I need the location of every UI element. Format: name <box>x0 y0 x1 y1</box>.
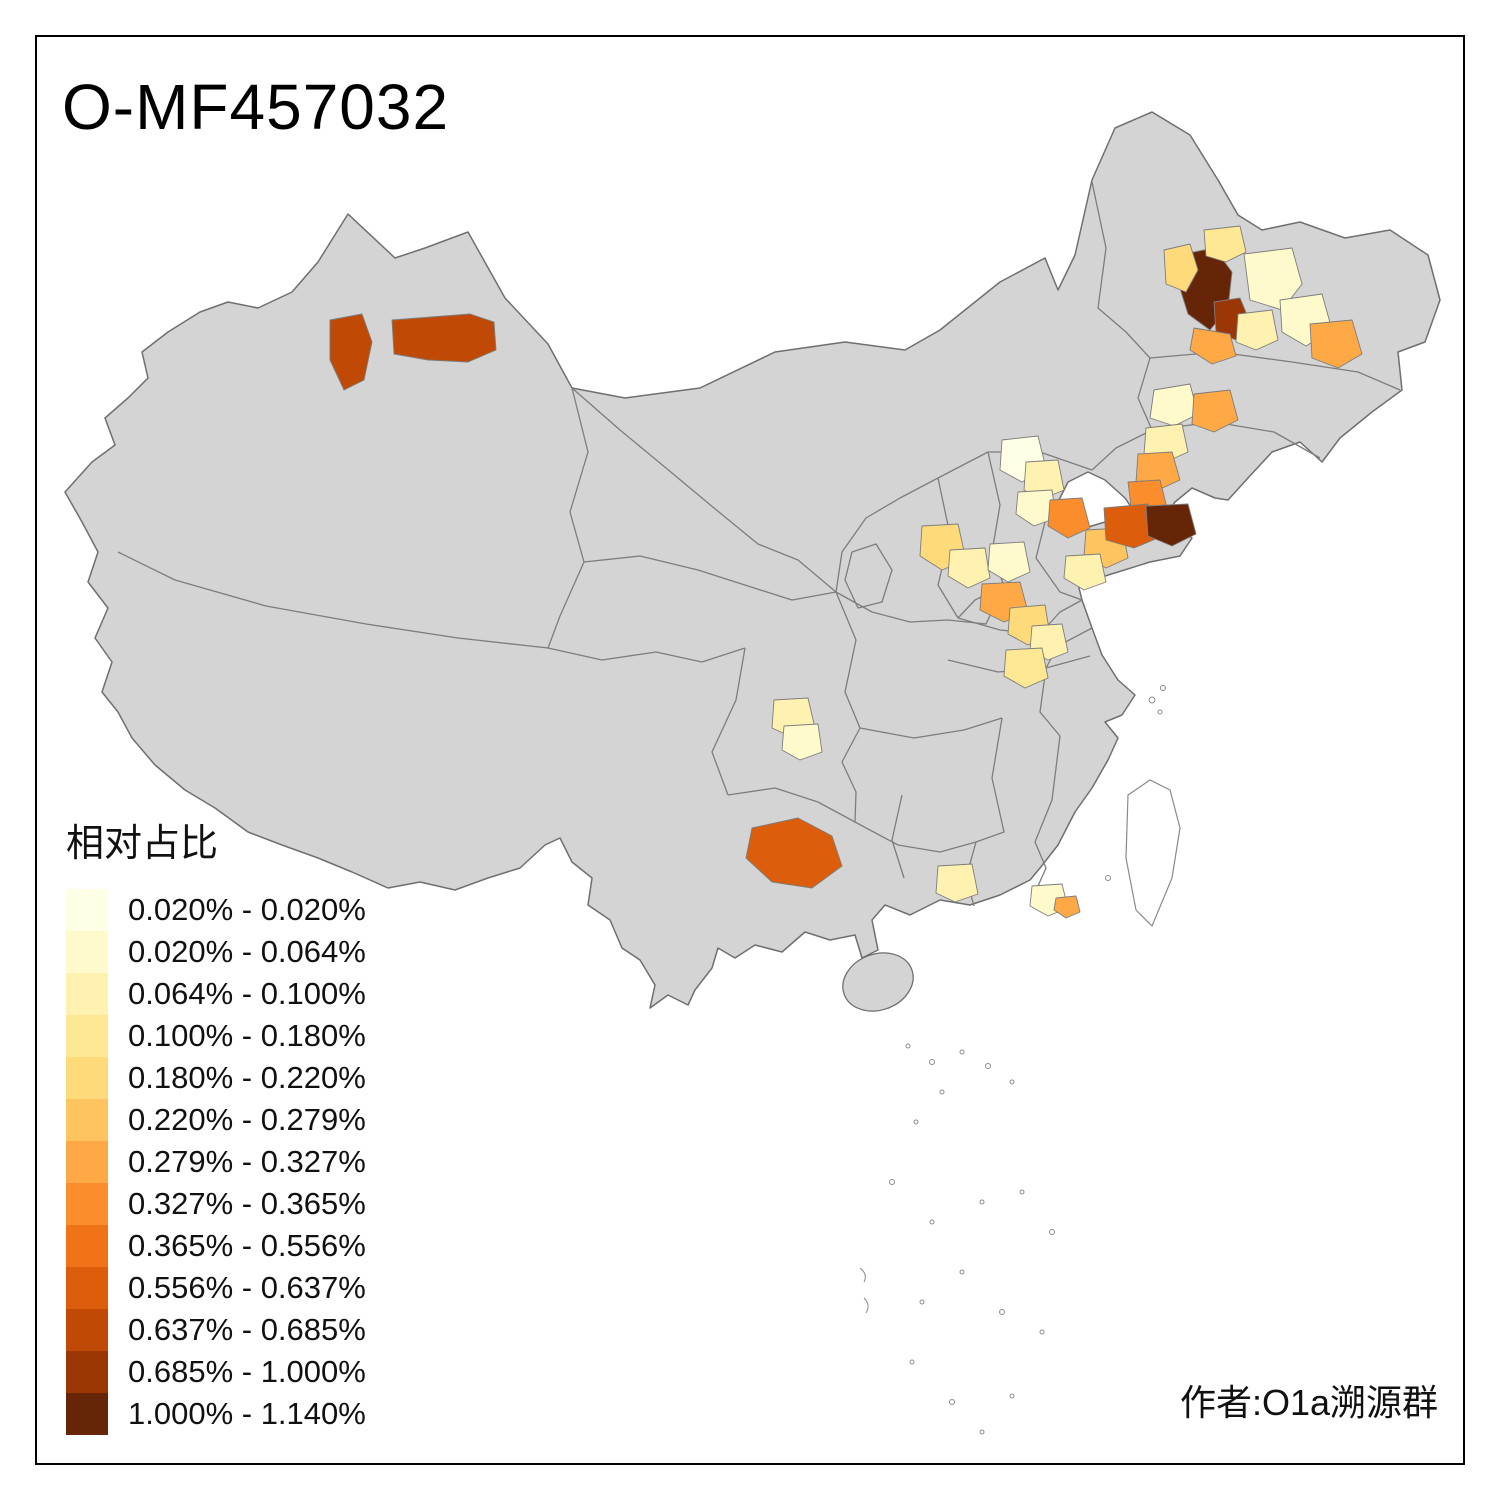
legend-row: 0.180% - 0.220% <box>66 1057 366 1099</box>
legend-label: 0.020% - 0.064% <box>128 934 366 969</box>
legend-row: 0.637% - 0.685% <box>66 1309 366 1351</box>
region-liaoning-pale <box>1143 423 1189 463</box>
legend-label: 0.556% - 0.637% <box>128 1270 366 1305</box>
legend-label: 0.365% - 0.556% <box>128 1228 366 1263</box>
legend-swatch <box>66 1057 108 1099</box>
legend-row: 0.327% - 0.365% <box>66 1183 366 1225</box>
legend-label: 0.220% - 0.279% <box>128 1102 366 1137</box>
figure-border <box>35 35 1465 1465</box>
legend-swatch <box>66 1141 108 1183</box>
region-heilongjiang-orange-e <box>1309 319 1363 369</box>
legend-row: 0.220% - 0.279% <box>66 1099 366 1141</box>
region-guangdong-orange <box>1053 895 1081 919</box>
legend-row: 0.020% - 0.020% <box>66 889 366 931</box>
region-shandong-pale <box>1063 553 1107 591</box>
legend-row: 0.685% - 1.000% <box>66 1351 366 1393</box>
legend-swatch <box>66 1267 108 1309</box>
legend-label: 0.685% - 1.000% <box>128 1354 366 1389</box>
legend-swatch <box>66 889 108 931</box>
attribution: 作者:O1a溯源群 <box>1179 1382 1438 1423</box>
taiwan-island <box>1125 779 1181 928</box>
legend-swatch <box>66 973 108 1015</box>
legend-row: 0.279% - 0.327% <box>66 1141 366 1183</box>
region-hebei-pale2 <box>1015 489 1057 527</box>
region-yunnan-red <box>745 817 843 889</box>
choropleth-regions <box>329 225 1363 919</box>
legend-title: 相对占比 <box>66 823 219 865</box>
sea-islands <box>859 685 1166 1435</box>
region-hebei-south-pale <box>987 541 1031 583</box>
legend-swatch <box>66 1015 108 1057</box>
page-title: O-MF457032 <box>62 71 450 143</box>
legend-label: 0.279% - 0.327% <box>128 1144 366 1179</box>
region-heilongjiang-orange <box>1189 327 1237 365</box>
region-xinjiang-east <box>391 313 497 363</box>
region-xinjiang-west <box>329 313 373 391</box>
region-shandong-red <box>1103 503 1159 549</box>
legend-swatch <box>66 1351 108 1393</box>
legend-swatch <box>66 931 108 973</box>
region-henan-yellow <box>1003 647 1049 689</box>
legend-swatch <box>66 1099 108 1141</box>
region-jilin-orange <box>1191 389 1239 433</box>
legend: 相对占比 0.020% - 0.020% 0.020% - 0.064% 0.0… <box>66 812 366 1435</box>
region-chongqing-pale <box>781 723 823 761</box>
legend-row: 0.064% - 0.100% <box>66 973 366 1015</box>
province-borders <box>117 181 1401 907</box>
legend-swatch <box>66 1183 108 1225</box>
legend-row: 1.000% - 1.140% <box>66 1393 366 1435</box>
region-heilongjiang-yellow-n <box>1203 225 1247 263</box>
legend-label: 0.064% - 0.100% <box>128 976 366 1011</box>
hainan-island <box>842 952 914 1012</box>
legend-label: 0.327% - 0.365% <box>128 1186 366 1221</box>
legend-row: 0.365% - 0.556% <box>66 1225 366 1267</box>
legend-label: 1.000% - 1.140% <box>128 1396 366 1431</box>
region-tianjin-orange <box>1047 497 1091 539</box>
legend-row: 0.556% - 0.637% <box>66 1267 366 1309</box>
legend-label: 0.100% - 0.180% <box>128 1018 366 1053</box>
region-jilin-pale <box>1149 383 1199 427</box>
region-shandong-dark <box>1145 503 1197 547</box>
region-heilongjiang-pale-mid <box>1235 309 1279 351</box>
legend-row: 0.100% - 0.180% <box>66 1015 366 1057</box>
region-guangxi-pale <box>935 863 979 903</box>
legend-label: 0.020% - 0.020% <box>128 892 366 927</box>
region-heilongjiang-lightorange <box>1163 243 1199 293</box>
legend-label: 0.180% - 0.220% <box>128 1060 366 1095</box>
legend-swatch <box>66 1309 108 1351</box>
legend-swatch <box>66 1225 108 1267</box>
legend-row: 0.020% - 0.064% <box>66 931 366 973</box>
legend-label: 0.637% - 0.685% <box>128 1312 366 1347</box>
region-heilongjiang-pale-e1 <box>1243 247 1303 311</box>
legend-swatch <box>66 1393 108 1435</box>
region-shanxi-pale <box>947 547 991 589</box>
